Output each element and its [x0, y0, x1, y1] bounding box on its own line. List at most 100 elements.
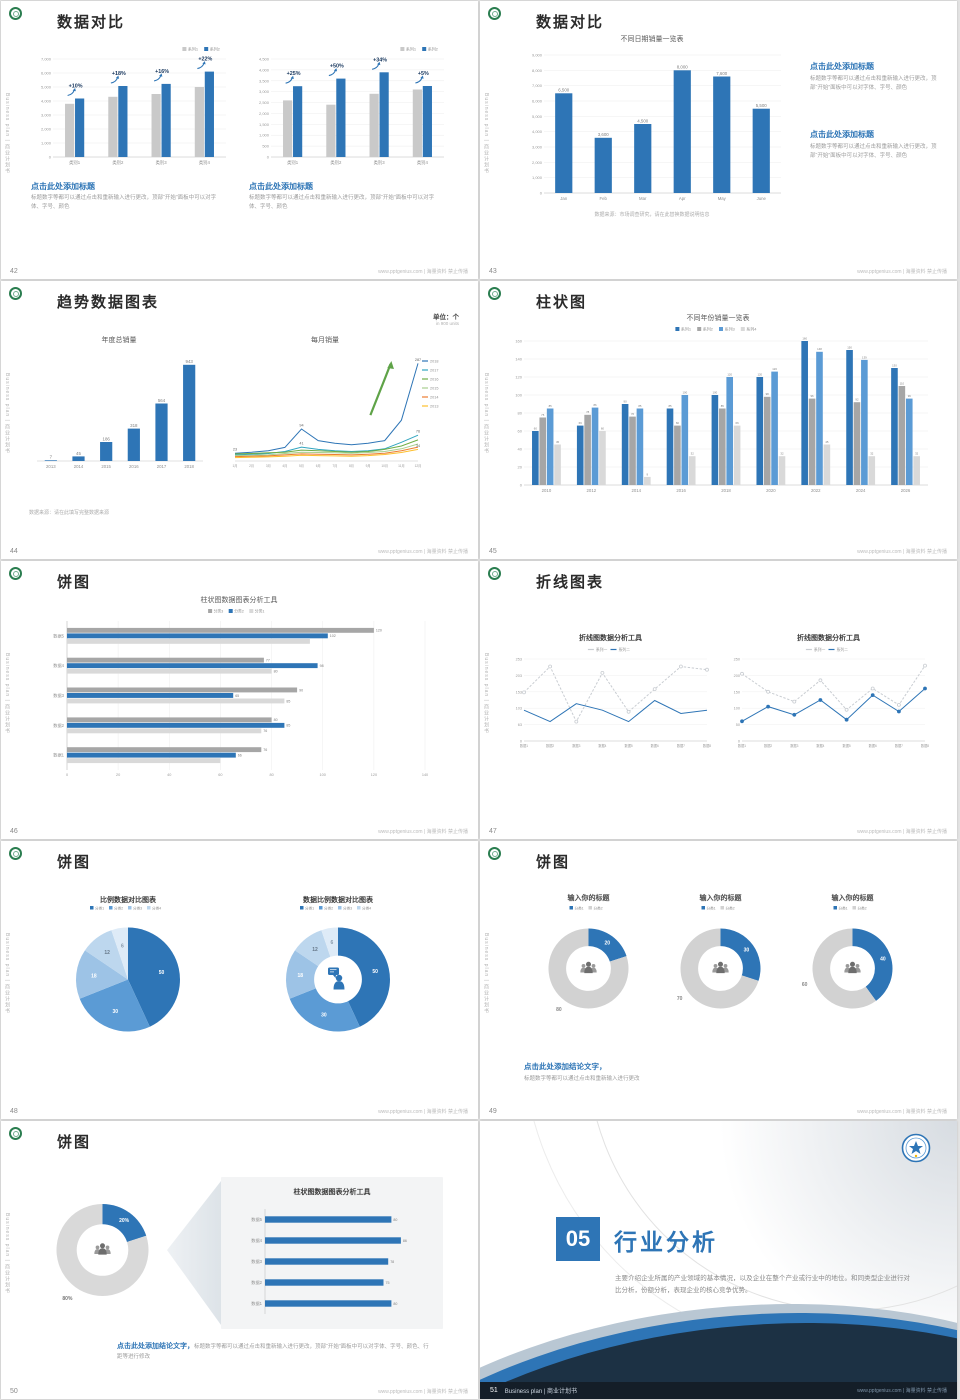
svg-text:50: 50	[736, 723, 740, 727]
slide-47-line-charts[interactable]: Business plan | 商业计划书 折线图表 折线图数据分析工具 0 63…	[480, 561, 957, 839]
unit-note-sub: in 900 units	[435, 321, 459, 326]
svg-text:2022: 2022	[811, 488, 821, 493]
svg-text:150: 150	[847, 345, 852, 349]
svg-text:0: 0	[520, 483, 523, 488]
svg-text:9: 9	[647, 472, 649, 476]
svg-text:2010: 2010	[542, 488, 552, 493]
svg-text:100: 100	[734, 707, 740, 711]
svg-text:60: 60	[518, 429, 523, 434]
svg-text:32: 32	[870, 452, 874, 456]
svg-text:+16%: +16%	[155, 69, 169, 75]
pie-chart-title: 比例数据对比图表	[100, 897, 156, 904]
svg-text:Jan: Jan	[560, 196, 568, 201]
page-number: 50	[10, 1388, 18, 1395]
svg-text:3,000: 3,000	[41, 113, 52, 118]
svg-text:2014: 2014	[430, 396, 438, 400]
donut1-heading: 输入你的标题	[567, 895, 610, 902]
svg-text:76: 76	[416, 430, 420, 434]
svg-text:数据6: 数据6	[869, 743, 877, 748]
slide-title: 柱状图	[536, 294, 588, 311]
donut2-heading: 输入你的标题	[699, 895, 742, 902]
svg-text:85: 85	[638, 404, 642, 408]
svg-text:0: 0	[267, 155, 270, 160]
slide-45-column-chart[interactable]: Business plan | 商业计划书 柱状图 不同年份销量一览表 0 20 4…	[480, 281, 957, 559]
svg-text:数据5: 数据5	[843, 743, 851, 748]
svg-text:60: 60	[802, 982, 808, 988]
vertical-brand-text: Business plan | 商业计划书	[483, 93, 489, 175]
brand-logo-icon	[9, 567, 22, 580]
svg-text:7,000: 7,000	[41, 57, 52, 62]
svg-text:76: 76	[631, 412, 635, 416]
svg-text:4,500: 4,500	[259, 57, 270, 62]
svg-text:6: 6	[121, 943, 124, 949]
slide-42-data-comparison[interactable]: Business plan | 商业计划书 数据对比 0 1,000 2,000 3,…	[1, 1, 478, 279]
svg-text:12: 12	[104, 950, 110, 956]
svg-text:41: 41	[299, 442, 303, 446]
vertical-brand-text: Business plan | 商业计划书	[4, 93, 10, 175]
svg-text:85: 85	[549, 404, 553, 408]
svg-text:77: 77	[266, 659, 270, 663]
chart-title: 不同日期销量一览表	[620, 36, 684, 43]
svg-text:139: 139	[862, 355, 867, 359]
footer-site-text: www.pptgenius.com | 海量资料 禁止传播	[857, 1388, 947, 1394]
svg-text:90: 90	[624, 399, 628, 403]
svg-text:数据3: 数据3	[53, 692, 64, 699]
svg-text:数据2: 数据2	[251, 1279, 262, 1286]
monthly-sales-bar-chart: 0 1,000 2,000 3,000 4,000 5,000 6,000 7,000 8,00…	[514, 45, 789, 205]
svg-text:12: 12	[312, 947, 318, 953]
svg-text:100: 100	[713, 390, 718, 394]
svg-text:类别3: 类别3	[156, 159, 168, 166]
svg-text:2020: 2020	[766, 488, 776, 493]
svg-text:70: 70	[677, 996, 683, 1002]
svg-text:66: 66	[676, 421, 680, 425]
slide-title: 折线图表	[536, 574, 605, 591]
slide-51-section-divider[interactable]: 05 行业分析 主要介绍企业所属的产业领域的基本情况，以及企业在整个产业或行业中…	[480, 1121, 957, 1399]
right-line-chart-title: 折线图数据分析工具	[797, 635, 860, 642]
svg-text:+34%: +34%	[373, 57, 387, 63]
svg-text:1,000: 1,000	[259, 133, 270, 138]
svg-text:80: 80	[393, 1302, 397, 1306]
svg-text:June: June	[757, 196, 767, 201]
svg-text:Apr: Apr	[679, 196, 686, 201]
slide-43-data-comparison[interactable]: Business plan | 商业计划书 数据对比 不同日期销量一览表 0 1,…	[480, 1, 957, 279]
svg-text:分类2: 分类2	[858, 905, 867, 910]
brand-logo-icon	[488, 847, 501, 860]
svg-text:6月: 6月	[316, 464, 321, 468]
slide-footer-bar: 51 Business plan | 商业计划书 www.pptgenius.c…	[480, 1382, 957, 1399]
slide-title: 趋势数据图表	[57, 294, 160, 311]
svg-text:数据2: 数据2	[546, 743, 554, 748]
panel-bar-chart: 数据5 80 数据4 86 数据3 78 数据2 75 数据1 80	[239, 1205, 439, 1320]
svg-text:160: 160	[802, 336, 807, 340]
slide-50-donut-funnel[interactable]: Business plan | 商业计划书 饼图 20% 80% 柱状图数据图表分…	[1, 1121, 478, 1399]
svg-text:分类2: 分类2	[726, 905, 735, 910]
svg-text:数据1: 数据1	[520, 743, 528, 748]
conclusion-paragraph: 点击此处添加结论文字，标题数字等都可以通过点击和重新输入进行更改，顶部“开始”面…	[117, 1341, 429, 1362]
slide-46-horizontal-bars[interactable]: Business plan | 商业计划书 饼图 柱状图数据图表分析工具 0 20…	[1, 561, 478, 839]
slide-48-pie-charts[interactable]: Business plan | 商业计划书 饼图 比例数据对比图表 分类1 分类2…	[1, 841, 478, 1119]
right-body-text: 标题数字等都可以通过点击和重新输入进行更改，顶部“开始”面板中可以对字体、字号、…	[249, 195, 435, 210]
svg-text:66: 66	[238, 753, 242, 757]
svg-text:6,500: 6,500	[558, 88, 570, 93]
svg-text:63: 63	[518, 723, 522, 727]
svg-text:45: 45	[556, 440, 560, 444]
svg-text:30: 30	[113, 1009, 119, 1015]
svg-text:数据8: 数据8	[921, 743, 929, 748]
unit-note: 单位：个 in 900 units	[393, 311, 459, 326]
svg-text:7: 7	[50, 455, 53, 460]
svg-text:Mar: Mar	[639, 196, 647, 201]
conclusion-body: 标题数字等都可以通过点击和重新输入进行更改	[524, 1076, 640, 1082]
svg-text:分类2: 分类2	[114, 905, 123, 910]
slide-44-trend-charts[interactable]: Business plan | 商业计划书 趋势数据图表 单位：个 in 900…	[1, 281, 478, 559]
svg-text:76: 76	[263, 748, 267, 752]
svg-text:3,000: 3,000	[532, 145, 543, 150]
vertical-brand-text: Business plan | 商业计划书	[483, 933, 489, 1015]
svg-text:分类2: 分类2	[324, 905, 333, 910]
svg-text:2018: 2018	[721, 488, 731, 493]
svg-text:85: 85	[286, 699, 290, 703]
svg-text:类别4: 类别4	[417, 159, 429, 166]
svg-text:20: 20	[518, 465, 523, 470]
svg-text:120: 120	[727, 372, 732, 376]
slide-49-donut-trio[interactable]: Business plan | 商业计划书 饼图 输入你的标题 分类1 分类2 20…	[480, 841, 957, 1119]
svg-text:分类4: 分类4	[362, 905, 371, 910]
svg-text:66: 66	[736, 421, 740, 425]
